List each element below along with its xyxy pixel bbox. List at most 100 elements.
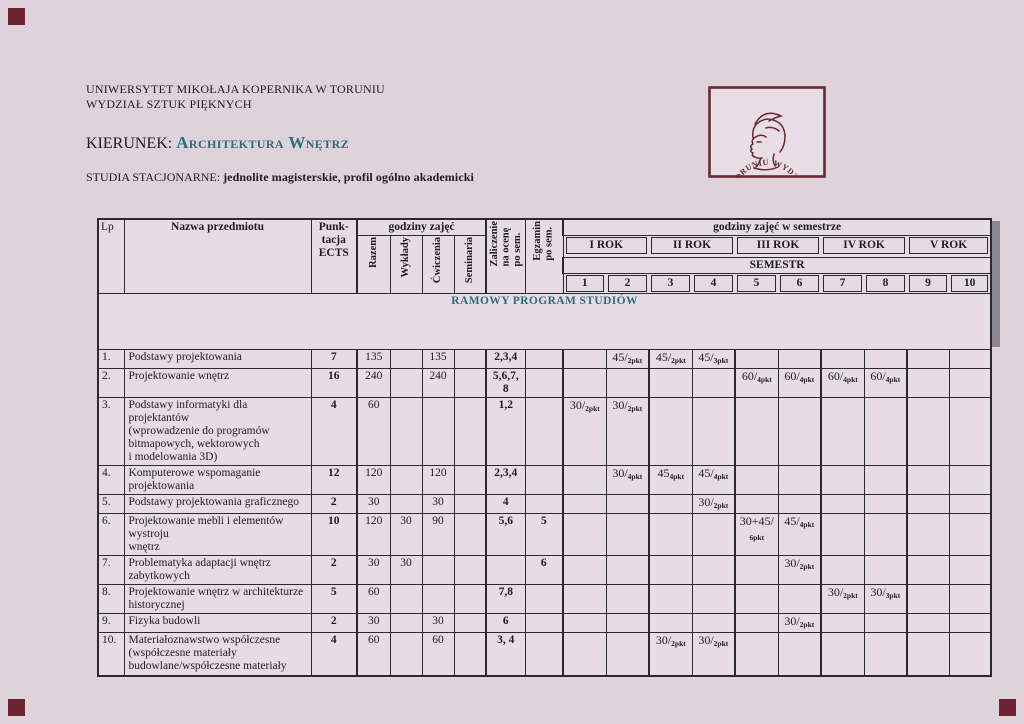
col-header-name: Nazwa przedmiotu	[123, 218, 312, 294]
studia-line: STUDIA STACJONARNE: jednolite magistersk…	[86, 170, 686, 185]
cell-semester-9	[906, 368, 950, 398]
semester-hours-value: 30/	[569, 398, 586, 412]
semester-hours-value: 30/	[870, 585, 886, 599]
semester-hours-value: 30/	[784, 614, 800, 628]
cell-egzamin	[524, 465, 564, 495]
cell-lp: 2.	[97, 368, 125, 398]
semester-hours-value: 30/	[784, 556, 800, 570]
col-header-wyklady: Wykłady	[389, 235, 423, 294]
cell-wyklady	[389, 397, 423, 466]
cell-semester-2: 30/2pkt	[605, 397, 650, 466]
cell-zaliczenie	[485, 555, 526, 585]
cell-semester-3: 454pkt	[648, 465, 693, 495]
semester-points-value: 2pkt	[627, 356, 643, 365]
cell-razem: 120	[356, 513, 391, 556]
cell-seminaria	[453, 584, 487, 614]
semester-points-value: 2pkt	[585, 404, 600, 413]
cell-cwiczenia: 60	[421, 632, 455, 676]
semester-hours-value: 30/	[698, 633, 714, 647]
cell-semester-1	[562, 349, 607, 369]
cell-razem: 30	[356, 494, 391, 514]
year-header: III ROK	[735, 235, 822, 258]
cell-semester-10	[948, 632, 992, 676]
cell-semester-5	[734, 584, 779, 614]
cell-semester-5	[734, 613, 779, 633]
cell-semester-8	[863, 465, 908, 495]
semester-points-value: 4pkt	[627, 472, 643, 481]
cell-semester-2	[605, 494, 650, 514]
semester-hours-value: 45/	[698, 466, 714, 480]
cell-semester-1	[562, 613, 607, 633]
athena-head-icon	[749, 112, 786, 171]
col-header-seminaria: Seminaria	[453, 235, 487, 294]
cell-semester-1	[562, 494, 607, 514]
cell-semester-10	[948, 584, 992, 614]
cell-semester-6	[777, 349, 822, 369]
cell-semester-6	[777, 397, 822, 466]
cell-razem: 60	[356, 632, 391, 676]
col-header-hours-group: godziny zajęć	[355, 218, 487, 236]
cwiczenia-rotated-label: Ćwiczenia	[432, 237, 444, 284]
cell-semester-2: 30/4pkt	[605, 465, 650, 495]
cell-semester-7	[820, 555, 865, 585]
cell-semester-1: 30/2pkt	[562, 397, 607, 466]
cell-semester-5	[734, 555, 779, 585]
razem-rotated-label: Razem	[368, 237, 379, 268]
cell-zaliczenie: 2,3,4	[485, 349, 526, 369]
cell-zaliczenie: 3, 4	[485, 632, 526, 676]
cell-seminaria	[453, 513, 487, 556]
cell-semester-2	[605, 513, 650, 556]
corner-mark-top-left	[8, 8, 25, 25]
cell-semester-5	[734, 397, 779, 466]
cell-semester-5: 30+45/6pkt	[734, 513, 779, 556]
cell-egzamin	[524, 349, 564, 369]
cell-lp: 4.	[97, 465, 125, 495]
semester-points-value: 2pkt	[799, 562, 815, 571]
col-header-ects: Punk-tacja ECTS	[310, 218, 358, 294]
cell-zaliczenie: 1,2	[485, 397, 526, 466]
semester-points-value: 2pkt	[671, 639, 686, 648]
cell-semester-9	[906, 613, 950, 633]
cell-razem: 30	[356, 613, 391, 633]
subject-row: 4. Komputerowe wspomaganie projektowania 12…	[97, 465, 992, 495]
cell-semester-2	[605, 613, 650, 633]
cell-zaliczenie: 4	[485, 494, 526, 514]
semester-number: 5	[735, 273, 779, 294]
cell-lp: 5.	[97, 494, 125, 514]
cell-lp: 8.	[97, 584, 125, 614]
col-header-cwiczenia: Ćwiczenia	[421, 235, 455, 294]
year-header: V ROK	[907, 235, 992, 258]
cell-lp: 6.	[97, 513, 125, 556]
cell-subject-name: Podstawy informatyki dla projektantów (wp…	[123, 397, 312, 466]
semester-points-value: 2pkt	[671, 356, 686, 365]
table-right-shadow	[991, 221, 1000, 347]
semester-hours-value: 45	[657, 466, 670, 480]
cell-ects: 2	[310, 494, 358, 514]
cell-egzamin: 6	[524, 555, 564, 585]
semester-hours-value: 30/	[612, 466, 628, 480]
semester-points-value: 2pkt	[843, 591, 858, 600]
cell-semester-10	[948, 513, 992, 556]
col-header-lp: Lp	[97, 218, 125, 294]
subject-row: 10. Materiałoznawstwo współczesne (współcz…	[97, 632, 992, 676]
cell-semester-10	[948, 555, 992, 585]
corner-mark-bottom-left	[8, 699, 25, 716]
cell-semester-4: 45/4pkt	[691, 465, 736, 495]
cell-cwiczenia: 90	[421, 513, 455, 556]
cell-semester-8	[863, 613, 908, 633]
semester-hours-value: 30/	[698, 495, 714, 509]
cell-wyklady	[389, 613, 423, 633]
cell-semester-8	[863, 555, 908, 585]
cell-semester-8	[863, 513, 908, 556]
cell-semester-4	[691, 368, 736, 398]
cell-semester-8	[863, 632, 908, 676]
studia-value: jednolite magisterskie, profil ogólno ak…	[223, 170, 474, 184]
curriculum-table: Lp Nazwa przedmiotu Punk-tacja ECTS godziny …	[97, 218, 993, 677]
semester-points-value: 3pkt	[885, 591, 901, 600]
cell-egzamin	[524, 584, 564, 614]
kierunek-value: Architektura Wnętrz	[176, 133, 350, 152]
semester-number-label: 7	[823, 275, 863, 292]
cell-semester-1	[562, 513, 607, 556]
cell-subject-name: Projektowanie mebli i elementów wystroju…	[123, 513, 312, 556]
cell-wyklady	[389, 632, 423, 676]
